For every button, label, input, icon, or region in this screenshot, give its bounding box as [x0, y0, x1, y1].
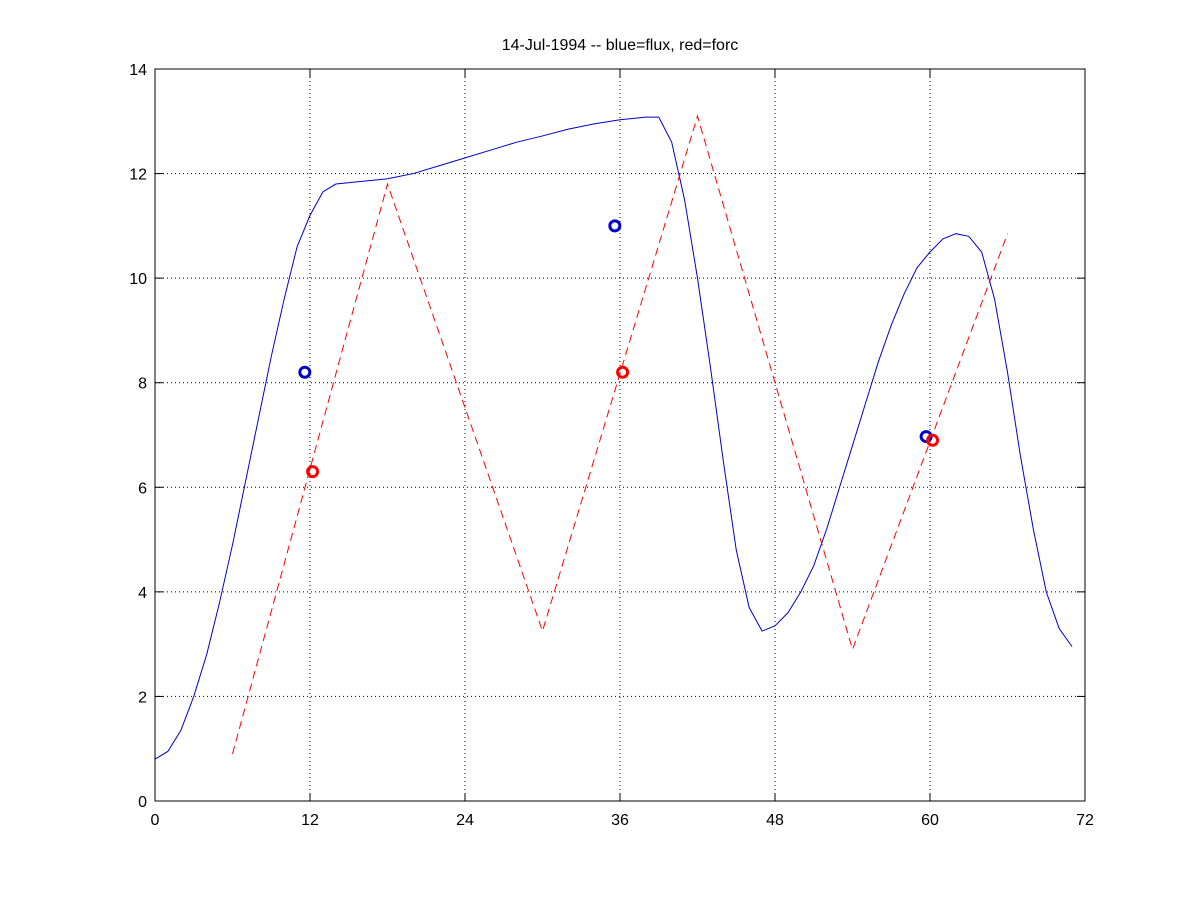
- y-tick-label: 8: [138, 376, 147, 393]
- x-tick-label: 60: [921, 812, 939, 829]
- y-tick-label: 10: [129, 271, 147, 288]
- x-tick-label: 24: [456, 812, 474, 829]
- data-point: [306, 465, 320, 479]
- series-line: [232, 114, 1008, 755]
- data-point: [616, 365, 630, 379]
- y-tick-label: 14: [129, 62, 147, 79]
- data-point: [298, 365, 312, 379]
- y-tick-label: 0: [138, 794, 147, 811]
- y-tick-label: 4: [138, 585, 147, 602]
- data-point: [608, 219, 622, 233]
- chart-title: 14-Jul-1994 -- blue=flux, red=forc: [502, 37, 739, 54]
- y-tick-label: 6: [138, 480, 147, 497]
- plot-frame: [154, 68, 1086, 802]
- x-tick-label: 72: [1076, 812, 1094, 829]
- x-tick-label: 0: [151, 812, 160, 829]
- x-tick-label: 36: [611, 812, 629, 829]
- x-tick-label: 12: [301, 812, 319, 829]
- x-tick-label: 48: [766, 812, 784, 829]
- data-point: [926, 433, 940, 447]
- y-tick-label: 2: [138, 689, 147, 706]
- series-line: [154, 116, 1073, 760]
- y-tick-label: 12: [129, 167, 147, 184]
